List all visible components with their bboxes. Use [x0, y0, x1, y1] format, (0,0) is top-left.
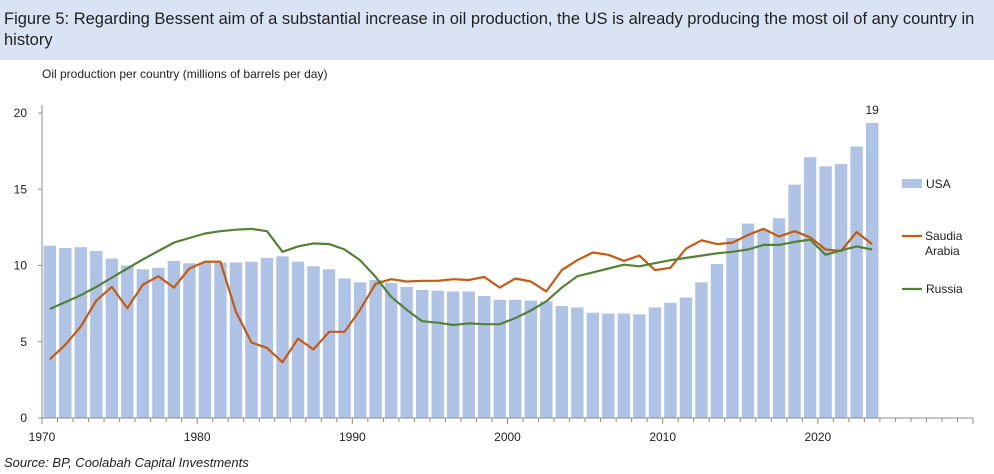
oil-production-chart: Oil production per country (millions of … — [14, 67, 974, 444]
saudia-arabia-line — [49, 227, 873, 364]
source-note: Source: BP, Coolabah Capital Investments — [4, 455, 249, 470]
usa-bar — [43, 245, 56, 418]
legend-usa-label: USA — [926, 177, 951, 191]
usa-bar — [322, 269, 336, 418]
usa-bar — [726, 238, 739, 418]
y-axis-label: Oil production per country (millions of … — [42, 67, 327, 81]
russia-line — [49, 227, 873, 327]
usa-bar — [59, 247, 72, 418]
usa-bar — [741, 223, 755, 418]
usa-bar — [183, 263, 196, 418]
legend-russia-label: Russia — [926, 282, 963, 296]
usa-bar — [865, 122, 879, 418]
usa-bar — [400, 286, 413, 418]
usa-bar — [384, 283, 398, 418]
data-label: 19 — [865, 103, 879, 117]
usa-bar — [772, 218, 786, 418]
x-tick-label: 2010 — [649, 430, 676, 444]
x-tick-label: 2000 — [494, 430, 521, 444]
usa-bar — [664, 302, 677, 418]
y-tick-label: 10 — [14, 259, 28, 273]
y-tick-label: 0 — [20, 411, 27, 425]
usa-bar — [834, 164, 848, 418]
usa-bar — [353, 282, 367, 418]
usa-bar — [757, 229, 770, 418]
figure-title: Figure 5: Regarding Bessent aim of a sub… — [4, 10, 975, 49]
x-tick-label: 1990 — [339, 430, 366, 444]
usa-bar — [679, 297, 693, 418]
usa-bar — [462, 291, 475, 418]
usa-bar — [602, 313, 615, 418]
usa-bar — [555, 305, 569, 418]
usa-bars — [43, 122, 879, 419]
x-tick-label: 1980 — [184, 430, 211, 444]
x-tick-label: 1970 — [29, 430, 56, 444]
usa-bar — [338, 278, 351, 418]
y-tick-label: 15 — [14, 182, 28, 196]
usa-bar — [214, 262, 227, 418]
annotations: 19 — [865, 103, 879, 117]
usa-bar — [617, 313, 631, 418]
usa-bar — [90, 251, 103, 418]
y-tick-label: 5 — [20, 335, 27, 349]
usa-bar — [415, 289, 429, 418]
usa-bar — [229, 262, 243, 418]
usa-bar — [121, 265, 134, 418]
usa-bar — [788, 184, 801, 418]
legend-saudi-label: Saudia Arabia — [925, 229, 963, 258]
usa-bar — [493, 299, 506, 418]
usa-bar — [245, 261, 258, 418]
y-axis: 0 5 10 15 20 — [14, 105, 43, 425]
usa-bar — [648, 307, 662, 418]
usa-bar — [586, 312, 600, 418]
usa-bar — [571, 307, 584, 418]
usa-bar — [198, 262, 212, 418]
usa-bar — [260, 257, 274, 418]
x-tick-label: 2020 — [804, 430, 831, 444]
usa-bar — [803, 157, 817, 418]
usa-bar — [540, 301, 553, 418]
usa-bar — [105, 258, 119, 418]
usa-bar — [819, 166, 832, 418]
usa-bar — [633, 314, 646, 418]
x-axis: 1970 1980 1990 2000 2010 2020 — [29, 417, 974, 444]
usa-bar — [509, 299, 522, 418]
usa-bar — [369, 279, 382, 418]
legend: USA Saudia Arabia Russia — [902, 177, 963, 296]
usa-bar — [307, 266, 320, 418]
usa-bar — [695, 282, 708, 418]
usa-bar — [446, 291, 460, 418]
usa-bar — [524, 300, 537, 418]
usa-bar — [431, 290, 444, 418]
title-band — [0, 0, 994, 60]
usa-bar — [136, 269, 150, 418]
usa-bar — [276, 256, 289, 418]
usa-bar — [152, 267, 165, 418]
usa-bar — [710, 263, 724, 418]
usa-bar — [167, 260, 181, 418]
usa-bar — [74, 247, 87, 418]
y-tick-label: 20 — [14, 106, 28, 120]
line-series — [49, 227, 873, 364]
usa-bar — [478, 296, 491, 418]
legend-usa-swatch — [902, 179, 922, 188]
usa-bar — [850, 146, 863, 419]
